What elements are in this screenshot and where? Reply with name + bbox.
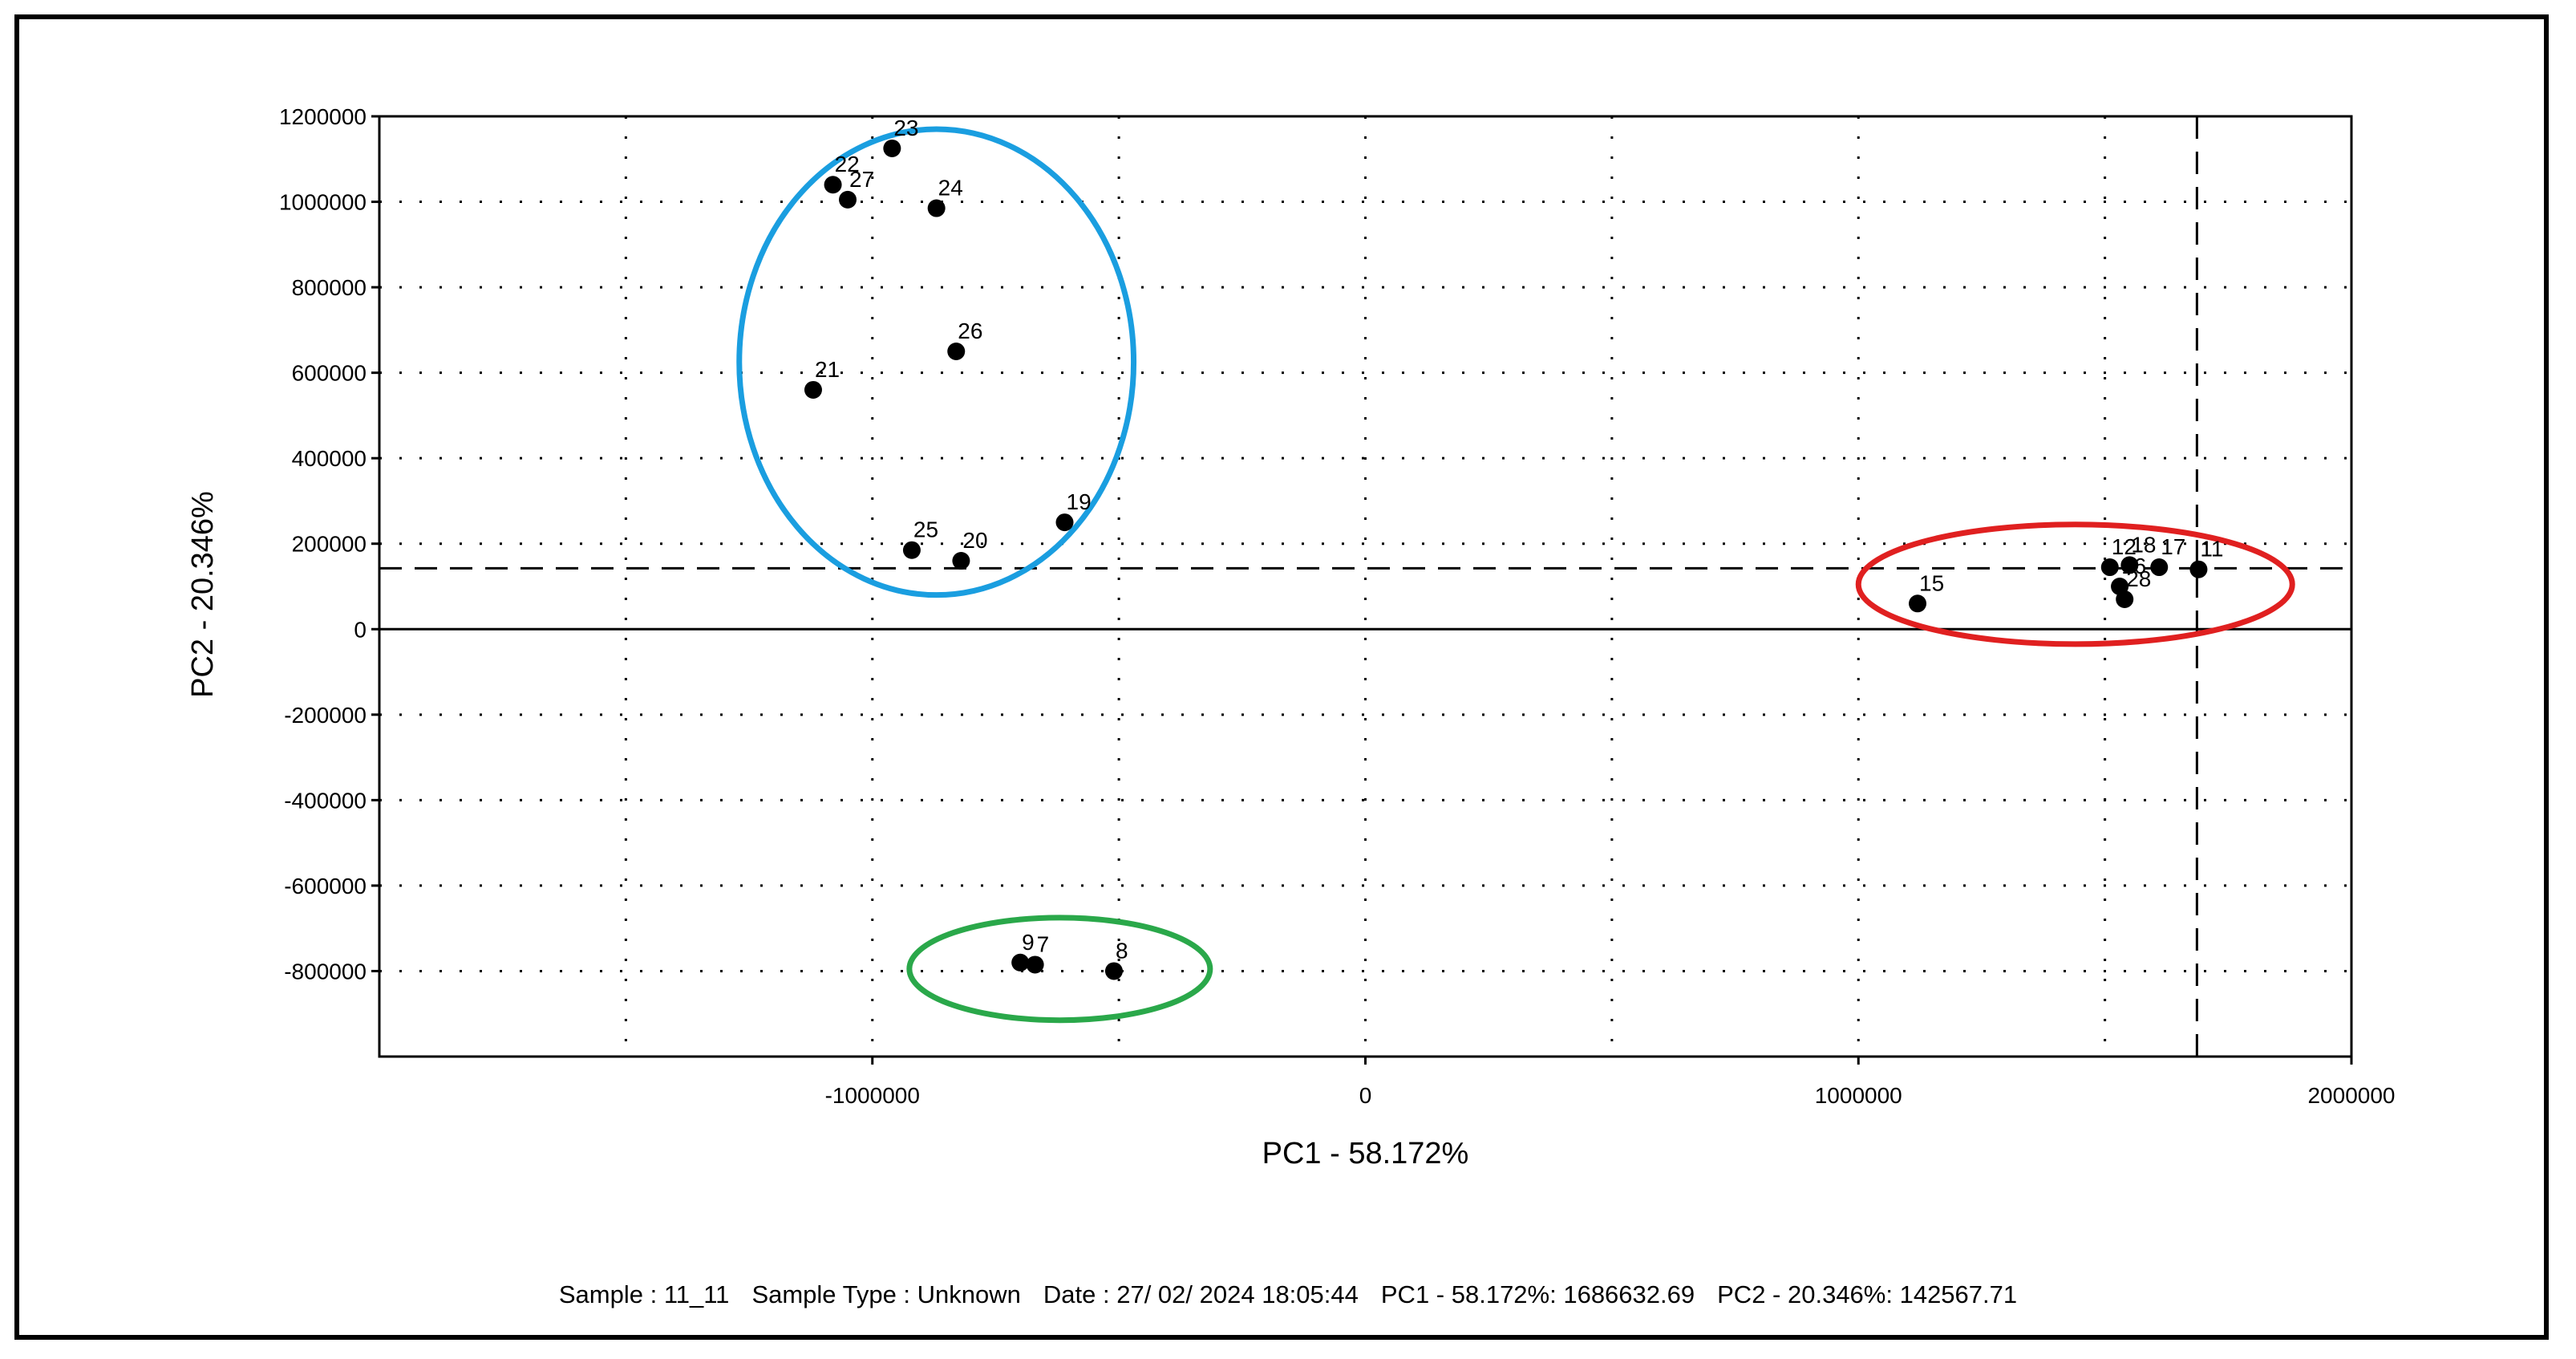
y-axis-title: PC2 - 20.346%	[186, 491, 220, 698]
data-point-label: 25	[913, 517, 938, 542]
data-point	[1909, 594, 1927, 613]
y-tick-label: -800000	[284, 959, 367, 984]
data-point	[1026, 955, 1044, 974]
data-point	[927, 199, 946, 217]
y-tick-label: -400000	[284, 788, 367, 813]
x-tick-label: 1000000	[1815, 1083, 1902, 1108]
data-point	[2116, 590, 2134, 608]
plot-border	[378, 115, 2353, 1058]
y-tick-label: 1200000	[279, 104, 367, 129]
data-point	[2100, 558, 2119, 577]
y-tick-label: 1000000	[279, 190, 367, 215]
group-ellipse	[906, 915, 1213, 1024]
data-point-label: 8	[1116, 938, 1128, 963]
data-point	[2150, 558, 2169, 577]
data-point-label: 18	[2131, 532, 2156, 557]
y-tick-label: 200000	[292, 532, 367, 557]
chart-frame	[14, 14, 2549, 1340]
data-point-label: 23	[893, 116, 918, 140]
data-point	[2189, 560, 2208, 578]
data-point-label: 7	[1037, 931, 1050, 956]
x-tick-label: 0	[1359, 1083, 1372, 1108]
x-tick-label: 2000000	[2307, 1083, 2395, 1108]
data-point	[804, 380, 822, 399]
y-tick-label: 800000	[292, 275, 367, 300]
data-point	[883, 139, 901, 157]
data-point-label: 11	[2200, 537, 2223, 562]
data-point-label: 20	[962, 528, 987, 553]
data-point-label: 12	[2112, 534, 2137, 559]
y-tick-label: 0	[354, 617, 367, 642]
x-tick-label: -1000000	[825, 1083, 920, 1108]
data-point-label: 27	[849, 167, 874, 192]
status-sample-type: Sample Type : Unknown	[751, 1280, 1021, 1308]
data-point	[1104, 962, 1123, 980]
data-point-label: 26	[958, 318, 982, 343]
data-point	[824, 176, 842, 194]
y-tick-label: -200000	[284, 703, 367, 728]
x-axis-title: PC1 - 58.172%	[1262, 1137, 1469, 1170]
y-tick-label: -600000	[284, 874, 367, 899]
grid-layer	[379, 116, 2351, 1057]
axis-ticks: -800000 -600000 -400000 -200000 0 200000 40000…	[279, 104, 2396, 1108]
y-tick-label: 600000	[292, 361, 367, 386]
data-point-label: 19	[1067, 489, 1092, 514]
data-point-label: 9	[1022, 930, 1035, 955]
data-point-label: 17	[2161, 534, 2185, 559]
status-sample: Sample : 11_11	[558, 1280, 730, 1308]
status-pc2: PC2 - 20.346%: 142567.71	[1717, 1280, 2018, 1308]
data-point-label: 28	[2126, 566, 2151, 591]
data-point-label: 22	[835, 152, 860, 176]
group-ellipse	[1855, 521, 2295, 647]
status-bar: Sample : 11_11 Sample Type : Unknown Date …	[0, 1280, 2576, 1309]
data-point	[1055, 513, 1074, 532]
status-date: Date : 27/ 02/ 2024 18:05:44	[1043, 1280, 1359, 1308]
data-point-label: 15	[1919, 570, 1944, 595]
group-ellipse	[736, 126, 1137, 598]
data-point-label: 21	[815, 357, 840, 382]
status-pc1: PC1 - 58.172%: 1686632.69	[1380, 1280, 1695, 1308]
data-point	[952, 552, 970, 570]
data-point	[839, 190, 857, 209]
data-point	[1011, 953, 1030, 972]
data-point-label: 24	[938, 176, 963, 201]
data-point	[2120, 556, 2139, 574]
y-tick-label: 400000	[292, 446, 367, 471]
data-point	[947, 343, 966, 360]
data-point	[902, 541, 921, 559]
data-point-label: 16	[2121, 554, 2146, 578]
group-ellipses	[736, 126, 2295, 1024]
